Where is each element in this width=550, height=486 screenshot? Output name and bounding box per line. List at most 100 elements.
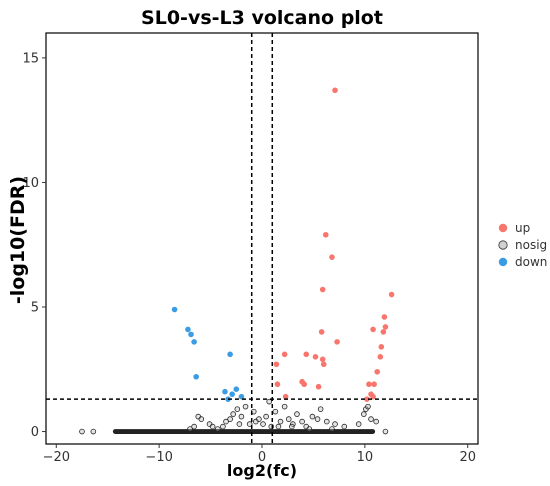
x-axis-title: log2(fc) [227, 461, 297, 480]
point-up [382, 324, 389, 330]
legend-label-nosig: nosig [515, 238, 547, 252]
point-up [312, 354, 319, 360]
point-down [171, 306, 178, 313]
point-nosig [90, 428, 97, 435]
point-nosig [220, 423, 226, 430]
point-up [332, 87, 338, 94]
point-up [366, 381, 372, 388]
point-nosig [289, 423, 295, 430]
point-nosig [314, 416, 321, 422]
point-nosig [355, 421, 362, 427]
point-nosig [238, 413, 245, 420]
point-nosig [309, 413, 316, 420]
point-nosig [373, 418, 379, 425]
point-nosig [294, 411, 300, 417]
point-nosig [79, 428, 85, 435]
legend-key-down [498, 257, 508, 267]
point-nosig [299, 418, 305, 425]
point-nosig [382, 428, 389, 435]
point-nosig [246, 421, 253, 427]
point-nosig [277, 418, 284, 425]
point-up [315, 383, 322, 390]
y-tick-label: 10 [22, 176, 39, 191]
point-nosig [209, 423, 216, 430]
point-up [371, 381, 377, 388]
point-up [388, 291, 395, 298]
plot-border [45, 32, 479, 445]
point-down [233, 386, 240, 393]
point-nosig [317, 406, 324, 412]
point-up [319, 286, 326, 293]
point-up [319, 356, 326, 363]
point-nosig [332, 421, 338, 427]
point-up [299, 378, 305, 385]
chart-title: SL0-vs-L3 volcano plot [141, 7, 383, 29]
point-up [380, 329, 387, 335]
point-nosig [341, 423, 348, 430]
point-up [303, 351, 310, 358]
point-nosig [234, 406, 241, 412]
legend: up nosig down [498, 221, 547, 269]
point-up [334, 339, 340, 345]
point-nosig [285, 416, 292, 422]
point-nosig [198, 416, 205, 422]
point-up [374, 368, 381, 375]
point-down [227, 351, 233, 358]
point-nosig [272, 408, 279, 415]
x-tick-label: 0 [258, 450, 266, 465]
point-nosig [329, 426, 335, 432]
point-nosig [281, 403, 288, 410]
point-down [238, 393, 245, 400]
point-up [364, 396, 370, 402]
point-nosig [365, 403, 371, 410]
y-tick-label: 5 [31, 301, 39, 316]
point-nosig [242, 403, 249, 410]
point-up [377, 354, 384, 360]
point-up [370, 393, 376, 400]
point-nosig [323, 418, 330, 425]
point-up [381, 314, 388, 320]
legend-key-nosig [498, 240, 508, 250]
point-nosig [266, 398, 273, 405]
point-up [273, 361, 280, 368]
point-up [318, 329, 325, 335]
point-nosig [230, 411, 237, 417]
point-nosig [368, 416, 374, 422]
y-tick-label: 0 [31, 425, 39, 440]
point-nosig [361, 411, 367, 417]
point-nosig [263, 413, 269, 420]
x-tick-label: −20 [43, 450, 70, 465]
point-up [281, 351, 288, 358]
point-down [222, 388, 228, 395]
point-nosig [227, 416, 233, 422]
x-tick-label: −10 [145, 450, 172, 465]
point-down [188, 331, 194, 338]
point-nosig [223, 418, 229, 425]
point-nosig [187, 426, 193, 432]
x-tick-label: 10 [357, 450, 374, 465]
x-tick-label: 20 [459, 450, 476, 465]
plot-area: −20 −10 0 10 20 0 5 10 15 [22, 32, 479, 465]
point-down [193, 373, 199, 380]
point-up [370, 326, 376, 333]
point-nosig [260, 421, 266, 427]
point-up [282, 393, 289, 400]
point-nosig [256, 416, 262, 422]
point-down [229, 391, 235, 397]
point-up [322, 231, 329, 238]
y-axis-title: -log10(FDR) [7, 176, 29, 304]
point-nosig [306, 426, 313, 432]
point-nosig [191, 423, 197, 430]
point-up [320, 361, 327, 368]
point-up [274, 381, 281, 388]
legend-label-up: up [515, 221, 530, 235]
point-up [329, 254, 335, 260]
nosig-baseline-band [112, 429, 376, 434]
legend-key-up [498, 223, 508, 233]
point-nosig [236, 421, 243, 427]
point-up [378, 344, 385, 350]
y-tick-label: 15 [22, 51, 39, 66]
point-down [185, 326, 191, 333]
point-down [191, 339, 197, 345]
